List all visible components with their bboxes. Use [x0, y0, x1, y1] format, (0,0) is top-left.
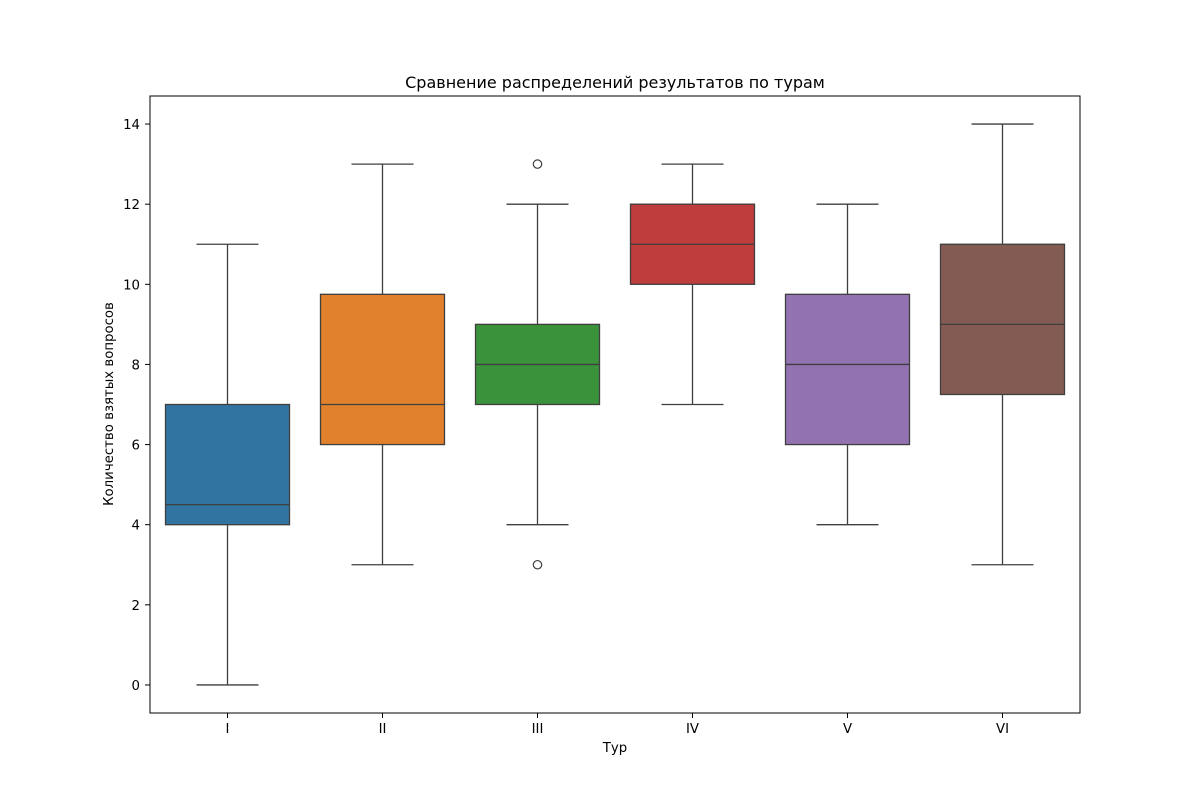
chart-title: Сравнение распределений результатов по т…	[405, 73, 825, 92]
x-tick-label: III	[532, 722, 544, 737]
y-tick-label: 10	[123, 278, 140, 293]
box-V	[784, 203, 911, 526]
box-III	[474, 159, 601, 570]
box-II	[319, 163, 446, 566]
y-tick-label: 8	[132, 358, 140, 373]
x-tick-label: V	[843, 722, 852, 737]
box-VI	[939, 123, 1066, 566]
y-tick-label: 0	[132, 679, 140, 694]
x-tick-label: IV	[686, 722, 699, 737]
axes-frame	[149, 95, 1081, 714]
plot-area	[164, 123, 1066, 686]
iqr-box	[939, 243, 1066, 396]
y-tick-label: 2	[132, 599, 140, 614]
iqr-box	[319, 293, 446, 446]
x-tick-label: I	[226, 722, 230, 737]
outlier-point	[532, 559, 543, 570]
outlier-point	[532, 159, 543, 169]
x-tick-label: VI	[996, 722, 1009, 737]
x-tick-label: II	[379, 722, 387, 737]
y-axis-label: Количество взятых вопросов	[102, 302, 117, 506]
iqr-box	[164, 403, 291, 526]
box-I	[164, 243, 291, 686]
x-axis-label: Тур	[602, 741, 627, 756]
y-tick-label: 14	[123, 118, 140, 133]
y-tick-label: 12	[123, 198, 140, 213]
box-IV	[629, 163, 756, 406]
y-tick-label: 4	[132, 519, 140, 534]
iqr-box	[784, 293, 911, 446]
x-axis: I II III IV V VI	[226, 713, 1009, 737]
y-tick-label: 6	[132, 439, 140, 454]
y-axis: 0 2 4 6 8 10 12 14	[123, 118, 150, 694]
